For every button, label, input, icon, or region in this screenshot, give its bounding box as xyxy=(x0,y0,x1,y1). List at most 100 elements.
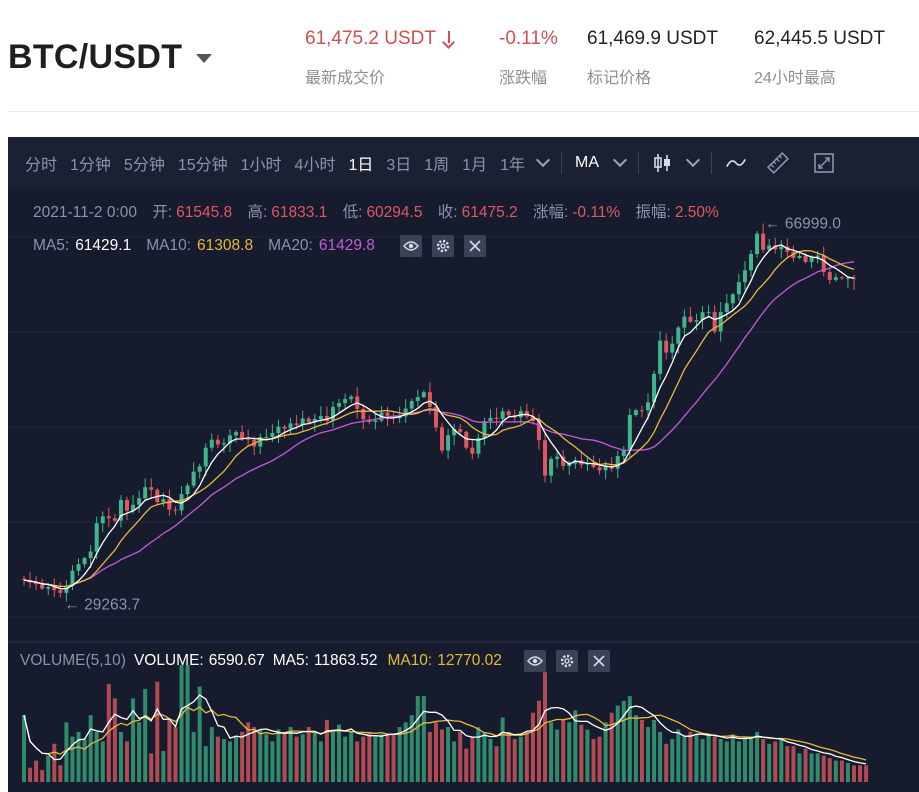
volume-bar xyxy=(155,681,160,782)
tf-4h[interactable]: 4小时 xyxy=(294,157,336,174)
tf-1w[interactable]: 1周 xyxy=(424,157,450,174)
volume-bar xyxy=(209,727,214,782)
timeframe-more-chevron-icon[interactable] xyxy=(535,152,551,168)
tf-15m[interactable]: 15分钟 xyxy=(177,157,228,174)
tf-1h[interactable]: 1小时 xyxy=(240,157,282,174)
candle xyxy=(409,401,414,409)
ruler-icon[interactable] xyxy=(766,152,789,174)
volume-bar xyxy=(864,765,869,782)
low-label: 低: xyxy=(342,204,363,221)
candle xyxy=(361,408,366,420)
pair-symbol: BTC/USDT xyxy=(8,38,183,76)
candle xyxy=(203,447,208,467)
tf-1y[interactable]: 1年 xyxy=(500,157,525,174)
volume-bar xyxy=(646,727,651,782)
candle xyxy=(167,499,172,510)
candle xyxy=(349,396,354,400)
close-icon[interactable] xyxy=(463,235,486,257)
ma5-line xyxy=(23,244,855,590)
fullscreen-icon[interactable] xyxy=(813,152,835,174)
volume-bar xyxy=(300,734,305,782)
candle xyxy=(246,439,251,441)
candle xyxy=(658,340,663,374)
volume-bar xyxy=(227,741,232,782)
ma10-label: MA10: xyxy=(146,237,192,254)
volume-bar xyxy=(488,739,493,782)
candle xyxy=(433,406,438,428)
volume-bar xyxy=(391,734,396,782)
change-pct-value: -0.11% xyxy=(572,204,621,221)
candle xyxy=(664,340,669,353)
volume-bar xyxy=(452,741,457,782)
indicator-chevron-icon[interactable] xyxy=(612,152,628,168)
candle xyxy=(791,251,796,258)
chart-type-chevron-icon[interactable] xyxy=(685,152,701,168)
ma20-value: 61429.8 xyxy=(318,237,375,254)
candle xyxy=(94,523,99,552)
volume-bar xyxy=(682,736,687,782)
candle xyxy=(143,487,148,499)
volume-bar xyxy=(749,736,754,782)
volume-gear-icon[interactable] xyxy=(555,650,578,672)
candle xyxy=(682,316,687,328)
amplitude-label: 振幅: xyxy=(635,204,671,221)
indicator-selector[interactable]: MA xyxy=(574,154,599,171)
volume-bar xyxy=(118,731,123,782)
volume-bar xyxy=(724,741,729,782)
volume-close-icon[interactable] xyxy=(587,650,610,672)
pair-selector[interactable]: BTC/USDT xyxy=(8,38,213,77)
tf-3d[interactable]: 3日 xyxy=(386,157,412,174)
ma20-line xyxy=(23,261,855,588)
candle xyxy=(536,420,541,441)
volume-bar xyxy=(591,739,596,782)
ma20-label: MA20: xyxy=(268,237,313,254)
close-label: 收: xyxy=(437,204,458,221)
candle xyxy=(318,415,323,419)
volume-bar xyxy=(28,767,33,782)
volume-bar xyxy=(712,736,717,782)
volume-bar xyxy=(664,743,669,782)
volume-bar xyxy=(124,741,129,782)
volume-bar xyxy=(688,731,693,782)
candle xyxy=(100,516,105,524)
eye-icon[interactable] xyxy=(399,235,422,257)
tf-5m[interactable]: 5分钟 xyxy=(123,157,165,174)
gear-icon[interactable] xyxy=(431,235,454,257)
volume-bar xyxy=(88,715,93,782)
volume-bar xyxy=(70,736,75,782)
tf-1d[interactable]: 1日 xyxy=(348,157,374,174)
volume-bar xyxy=(494,746,499,782)
volume-eye-icon[interactable] xyxy=(523,650,546,672)
mark-price-label: 标记价格 xyxy=(587,70,652,87)
candle xyxy=(288,423,293,429)
tf-1m[interactable]: 1分钟 xyxy=(70,157,111,174)
candlestick-icon[interactable] xyxy=(652,152,674,174)
volume-bar xyxy=(40,770,45,782)
volume-bar xyxy=(282,731,287,782)
ma5-value: 61429.1 xyxy=(75,237,132,254)
candle xyxy=(452,429,457,436)
ma10-line xyxy=(23,249,855,588)
volume-bar xyxy=(858,765,863,782)
volume-bar xyxy=(415,696,420,782)
volume-bar xyxy=(470,736,475,782)
candle xyxy=(706,311,711,313)
candlestick-chart[interactable]: ← 66999.0 ← 29263.7 xyxy=(8,137,919,792)
line-chart-icon[interactable] xyxy=(725,152,747,174)
volume-bar xyxy=(94,731,99,782)
change-stat: -0.11% 涨跌幅 xyxy=(499,28,558,88)
volume-bar xyxy=(615,705,620,782)
volume-bar xyxy=(403,722,408,782)
tf-realtime[interactable]: 分时 xyxy=(25,157,58,174)
volume-bar xyxy=(167,719,172,782)
volume-bar xyxy=(197,686,202,782)
candle xyxy=(343,399,348,404)
candle xyxy=(70,570,75,586)
volume-bar xyxy=(458,731,463,782)
candle xyxy=(827,272,832,280)
high-24h-stat: 62,445.5 USDT 24小时最高 xyxy=(754,28,885,88)
candle xyxy=(464,431,469,448)
volume-bar xyxy=(573,710,578,782)
candle xyxy=(676,327,681,344)
tf-1mo[interactable]: 1月 xyxy=(462,157,488,174)
